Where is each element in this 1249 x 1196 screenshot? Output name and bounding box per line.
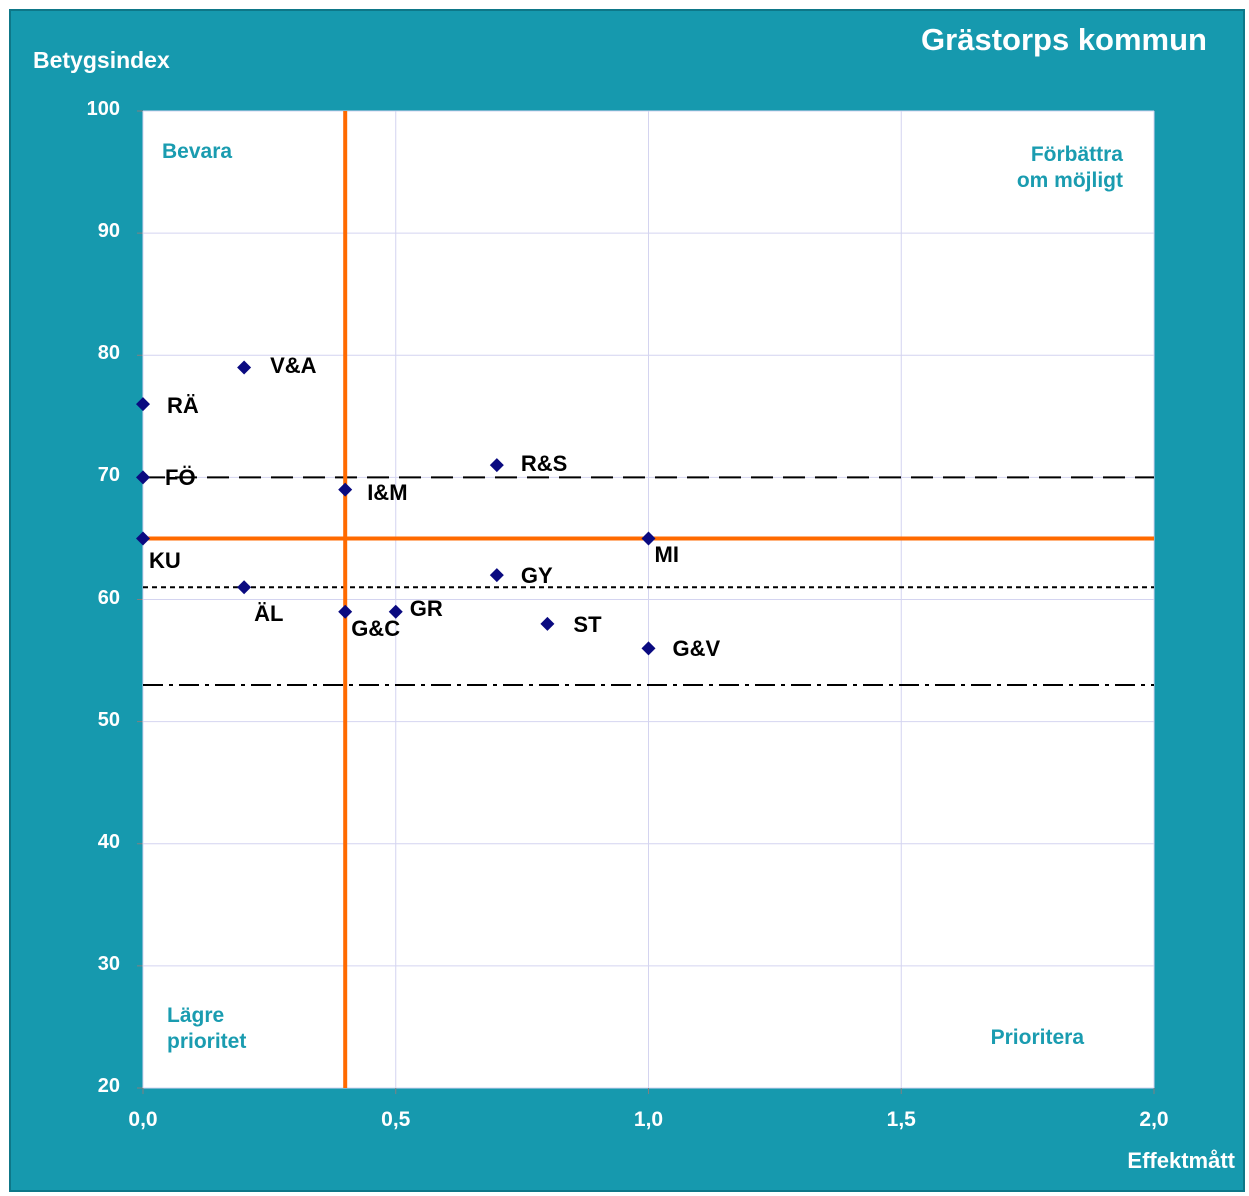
- y-tick-label: 60: [97, 586, 120, 609]
- x-tick-label: 1,0: [633, 1108, 664, 1131]
- quadrant-label-forbattra-line2: om möjligt: [1016, 169, 1123, 192]
- data-point-marker: [338, 482, 353, 497]
- quadrant-label-forbattra: Förbättra om möjligt: [1017, 142, 1123, 194]
- data-point-label: FÖ: [165, 465, 196, 491]
- data-point-marker: [237, 360, 252, 375]
- y-tick-label: 80: [97, 342, 120, 365]
- y-tick-label: 20: [97, 1075, 120, 1097]
- data-point-label: G&V: [672, 636, 721, 662]
- data-point-marker: [489, 568, 504, 583]
- x-axis-label: Effektmått: [1127, 1148, 1235, 1173]
- y-tick-label: 50: [97, 708, 120, 731]
- y-tick-label: 30: [97, 952, 120, 975]
- x-tick-label: 2,0: [1139, 1108, 1169, 1131]
- data-point-label: V&A: [270, 353, 317, 379]
- quadrant-label-lagre-line2: prioritet: [167, 1030, 247, 1053]
- data-point-label: I&M: [367, 479, 408, 505]
- x-tick-label: 0,5: [381, 1108, 411, 1131]
- y-tick-label: 70: [97, 464, 120, 487]
- quadrant-label-lagre-line1: Lägre: [167, 1004, 225, 1027]
- data-point-marker: [388, 604, 403, 619]
- data-point-marker: [641, 531, 656, 546]
- x-tick-label: 0,0: [128, 1108, 158, 1131]
- y-tick-label: 40: [97, 830, 120, 853]
- data-point-marker: [136, 470, 150, 485]
- data-point-label: ÄL: [254, 601, 284, 627]
- quadrant-label-prioritera: Prioritera: [990, 1026, 1084, 1049]
- data-point-marker: [237, 580, 252, 595]
- quadrant-label-bevara: Bevara: [162, 140, 233, 163]
- y-axis-label: Betygsindex: [33, 47, 170, 73]
- data-point-marker: [136, 397, 150, 412]
- data-point-marker: [489, 458, 504, 473]
- x-tick-label: 1,5: [886, 1108, 916, 1131]
- data-point-marker: [540, 616, 555, 631]
- data-point-label: GR: [409, 595, 443, 621]
- data-point-label: MI: [654, 542, 679, 568]
- data-point-marker: [136, 531, 150, 546]
- quadrant-label-lagre-prioritet: Lägre prioritet: [167, 1003, 246, 1055]
- data-point-label: ST: [573, 611, 602, 637]
- data-point-marker: [641, 641, 656, 656]
- data-point-label: G&C: [351, 615, 401, 641]
- chart-title: Grästorps kommun: [921, 22, 1207, 57]
- y-tick-label: 90: [97, 220, 120, 243]
- y-tick-label: 100: [86, 98, 120, 120]
- data-point-label: GY: [520, 563, 553, 589]
- data-point-label: RÄ: [167, 393, 199, 419]
- data-point-label: R&S: [520, 451, 568, 477]
- data-point-marker: [338, 604, 353, 619]
- data-point-label: KU: [149, 548, 181, 574]
- quadrant-label-forbattra-line1: Förbättra: [1030, 143, 1123, 166]
